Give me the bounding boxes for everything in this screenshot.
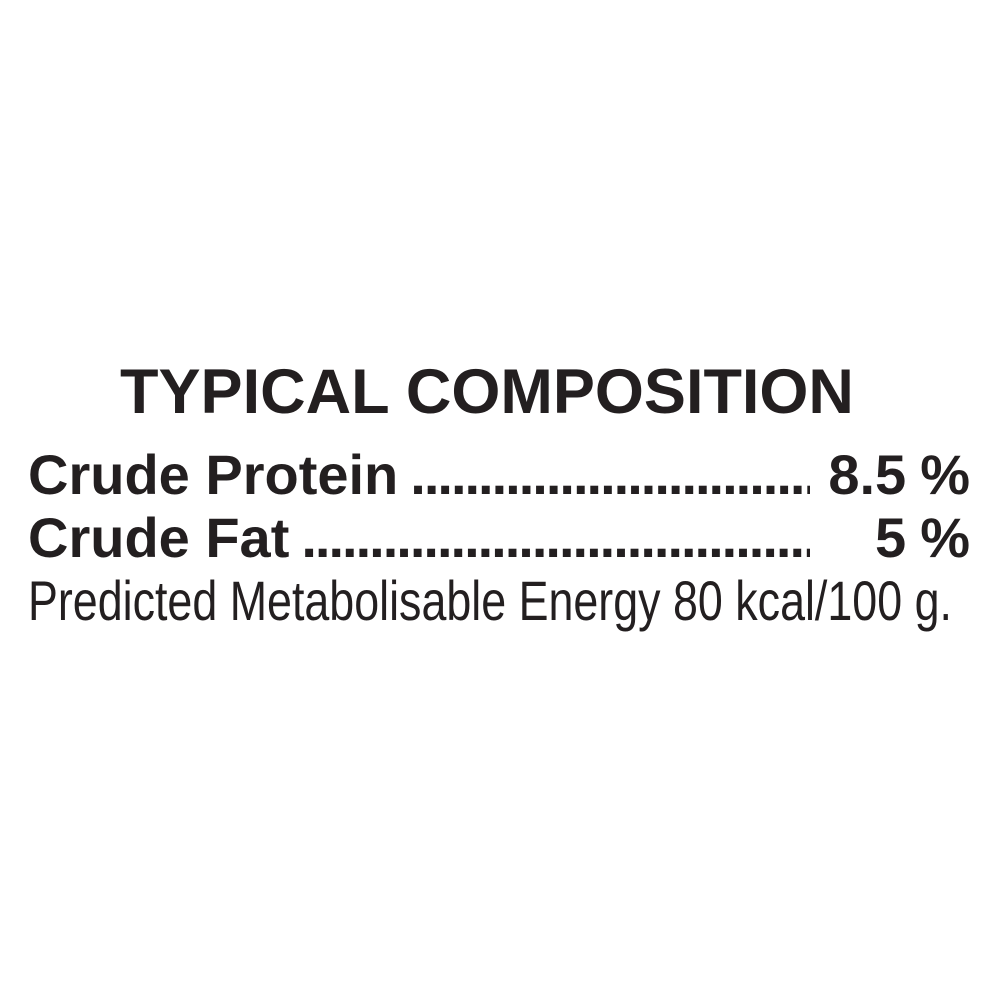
composition-row-crude-fat: Crude Fat ..............................… (28, 506, 970, 569)
value-number: 5 (875, 506, 907, 569)
value-number: 8.5 (828, 443, 907, 506)
value-unit: % (920, 506, 970, 569)
nutrient-name: Crude Fat (28, 506, 290, 569)
composition-title: TYPICAL COMPOSITION (120, 357, 854, 427)
composition-row-crude-protein: Crude Protein ..........................… (28, 443, 970, 506)
nutrient-value: 5 % (826, 506, 970, 569)
dot-leader: ........................................… (301, 506, 811, 569)
nutrient-value: 8.5 % (826, 443, 970, 506)
composition-rows: Crude Protein ..........................… (28, 443, 970, 632)
energy-note: Predicted Metabolisable Energy 80 kcal/1… (28, 569, 952, 632)
nutrient-name: Crude Protein (28, 443, 399, 506)
dot-leader: ........................................… (410, 443, 811, 506)
value-unit: % (920, 443, 970, 506)
